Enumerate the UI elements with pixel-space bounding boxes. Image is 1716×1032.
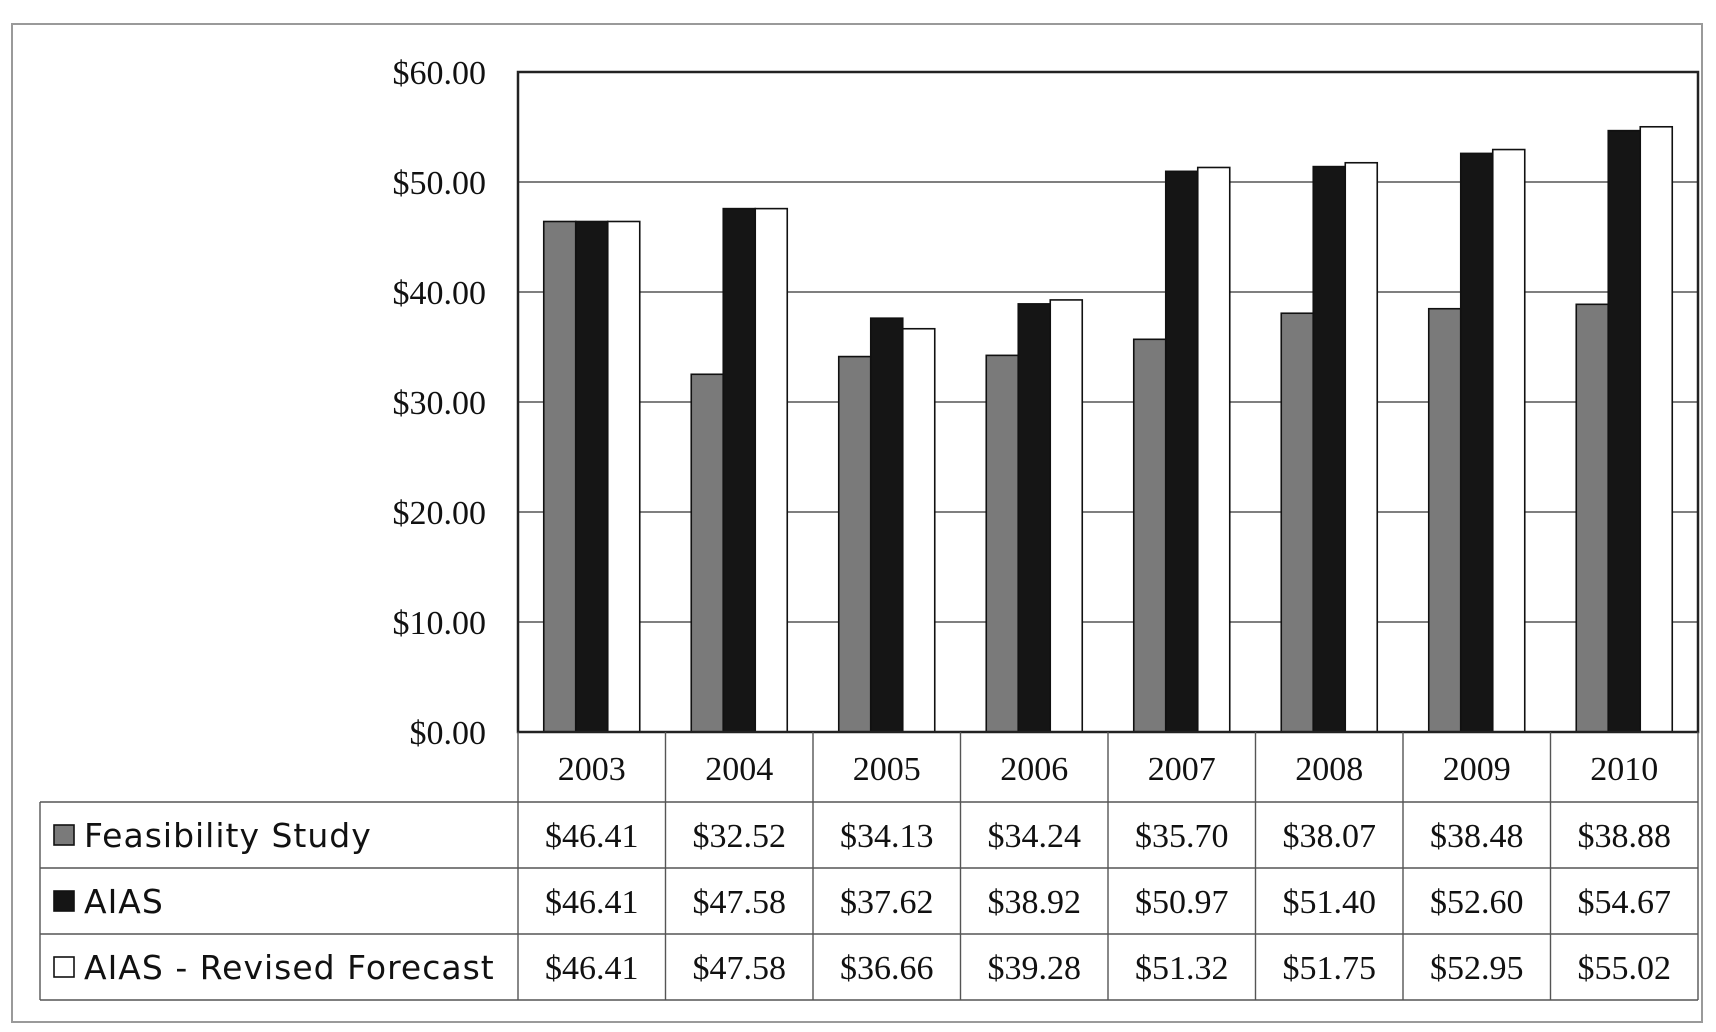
bar [1575,303,1610,733]
legend-label: AIAS [84,882,164,921]
data-label: $51.40 [1283,884,1377,921]
legend-key [53,824,75,846]
bar [722,207,757,733]
data-label: $34.13 [840,818,934,855]
bar [1427,307,1462,733]
y-tick-label: $0.00 [410,715,487,752]
data-label: $54.67 [1578,884,1672,921]
y-tick-label: $60.00 [393,55,487,92]
y-tick-label: $30.00 [393,385,487,422]
bar [1164,170,1199,733]
bar [1049,299,1084,733]
x-category-label: 2008 [1295,751,1363,788]
bar [1491,148,1526,733]
bar [1196,166,1231,733]
y-tick-label: $40.00 [393,275,487,312]
data-label: $55.02 [1578,950,1672,987]
data-label: $47.58 [693,950,787,987]
y-tick-label: $50.00 [393,165,487,202]
x-category-label: 2005 [853,751,921,788]
bar [869,317,904,733]
data-label: $52.95 [1430,950,1524,987]
bar [1459,152,1494,733]
bars [542,125,1674,733]
bar [837,355,872,733]
x-category-label: 2009 [1443,751,1511,788]
legend-label: Feasibility Study [84,816,372,855]
legend-label: AIAS - Revised Forecast [84,948,495,987]
data-label: $52.60 [1430,884,1524,921]
bar [754,207,789,733]
data-label: $46.41 [545,950,639,987]
data-label: $46.41 [545,884,639,921]
data-label: $36.66 [840,950,934,987]
x-category-label: 2004 [705,751,773,788]
data-label: $38.48 [1430,818,1524,855]
data-label: $38.92 [988,884,1082,921]
data-label: $46.41 [545,818,639,855]
x-category-label: 2006 [1000,751,1068,788]
x-category-label: 2003 [558,751,626,788]
bar [1280,312,1315,733]
y-tick-label: $20.00 [393,495,487,532]
data-label: $35.70 [1135,818,1229,855]
data-label: $38.88 [1578,818,1672,855]
data-label: $34.24 [988,818,1082,855]
bar [1344,161,1379,733]
y-axis-tick-labels: $0.00 $10.00 $20.00 $30.00 $40.00 $50.00 $60.0… [393,55,487,752]
legend-key [53,890,75,912]
data-table: 2003 2004 2005 2006 2007 2008 2009 2010 Feasibil… [39,732,1699,1001]
data-label: $32.52 [693,818,787,855]
bar [606,220,641,733]
bar [1017,303,1052,733]
data-label: $39.28 [988,950,1082,987]
bar [1132,338,1167,733]
bar [1607,129,1642,733]
bar [690,373,725,733]
bar [542,220,577,733]
data-label: $51.32 [1135,950,1229,987]
data-label: $47.58 [693,884,787,921]
data-label: $38.07 [1283,818,1377,855]
data-label: $51.75 [1283,950,1377,987]
bar [985,354,1020,733]
data-label: $37.62 [840,884,934,921]
y-tick-label: $10.00 [393,605,487,642]
x-category-label: 2010 [1590,751,1658,788]
bar [1639,125,1674,733]
x-category-label: 2007 [1148,751,1216,788]
legend-key [53,956,75,978]
bar [901,327,936,733]
bar [1312,165,1347,733]
bar [574,220,609,733]
data-label: $50.97 [1135,884,1229,921]
